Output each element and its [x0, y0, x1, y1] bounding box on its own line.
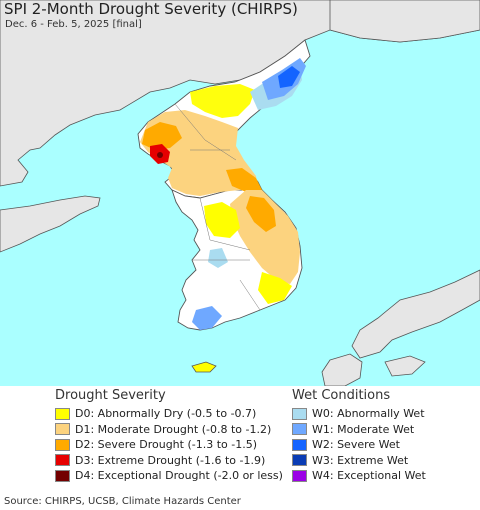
japan-kyushu	[321, 353, 363, 386]
legend-item-w3: W3: Extreme Wet	[292, 453, 426, 469]
legend-item-d4: D4: Exceptional Drought (-2.0 or less)	[55, 468, 283, 484]
swatch-d1	[55, 423, 70, 436]
japan-shikoku	[384, 355, 426, 377]
drought-legend-heading: Drought Severity	[55, 388, 166, 403]
swatch-w2	[292, 438, 307, 451]
legend-item-w1: W1: Moderate Wet	[292, 422, 426, 438]
jeju-island	[191, 361, 217, 373]
drought-legend: Drought Severity D0: Abnormally Dry (-0.…	[55, 388, 283, 484]
legend-item-d0: D0: Abnormally Dry (-0.5 to -0.7)	[55, 406, 283, 422]
wet-legend: Wet Conditions W0: Abnormally Wet W1: Mo…	[292, 388, 426, 484]
legend-item-d2: D2: Severe Drought (-1.3 to -1.5)	[55, 437, 283, 453]
d2-north-region	[142, 122, 182, 150]
swatch-w3	[292, 454, 307, 467]
shandong-peninsula	[0, 195, 101, 253]
w2-northeast-region	[278, 66, 300, 88]
swatch-d2	[55, 438, 70, 451]
legend-label-w0: W0: Abnormally Wet	[312, 407, 425, 421]
d2-east-region	[226, 168, 262, 192]
legend-label-d2: D2: Severe Drought (-1.3 to -1.5)	[75, 438, 258, 452]
legend-label-d0: D0: Abnormally Dry (-0.5 to -0.7)	[75, 407, 257, 421]
swatch-d0	[55, 407, 70, 420]
drought-map	[0, 0, 480, 386]
d0-south-region	[204, 202, 240, 238]
legend-label-w4: W4: Exceptional Wet	[312, 469, 426, 483]
legend-item-w0: W0: Abnormally Wet	[292, 406, 426, 422]
province-lines	[174, 103, 261, 311]
swatch-d3	[55, 454, 70, 467]
legend-label-d1: D1: Moderate Drought (-0.8 to -1.2)	[75, 422, 272, 436]
japan-landmass	[351, 269, 480, 359]
w1-south-region	[192, 306, 222, 330]
d0-north-region	[190, 84, 255, 118]
d2-south-region	[246, 196, 276, 232]
map-title: SPI 2-Month Drought Severity (CHIRPS)	[4, 0, 298, 18]
legend-item-d1: D1: Moderate Drought (-0.8 to -1.2)	[55, 422, 283, 438]
map-subtitle: Dec. 6 - Feb. 5, 2025 [final]	[5, 19, 142, 30]
swatch-d4	[55, 469, 70, 482]
russia-landmass	[329, 0, 480, 43]
source-credit: Source: CHIRPS, UCSB, Climate Hazards Ce…	[4, 496, 241, 507]
swatch-w1	[292, 423, 307, 436]
w0-south-region	[208, 248, 228, 268]
legend-label-w1: W1: Moderate Wet	[312, 422, 415, 436]
legend-label-w3: W3: Extreme Wet	[312, 453, 409, 467]
swatch-w0	[292, 407, 307, 420]
d4-spot	[157, 152, 163, 158]
swatch-w4	[292, 469, 307, 482]
d1-south-region	[230, 190, 300, 284]
legend-label-d3: D3: Extreme Drought (-1.6 to -1.9)	[75, 453, 266, 467]
legend-item-w2: W2: Severe Wet	[292, 437, 426, 453]
wet-legend-heading: Wet Conditions	[292, 388, 391, 403]
legend-item-w4: W4: Exceptional Wet	[292, 468, 426, 484]
legend-label-w2: W2: Severe Wet	[312, 438, 400, 452]
d0-southeast-region	[258, 272, 292, 304]
legend-label-d4: D4: Exceptional Drought (-2.0 or less)	[75, 469, 283, 483]
legend-item-d3: D3: Extreme Drought (-1.6 to -1.9)	[55, 453, 283, 469]
